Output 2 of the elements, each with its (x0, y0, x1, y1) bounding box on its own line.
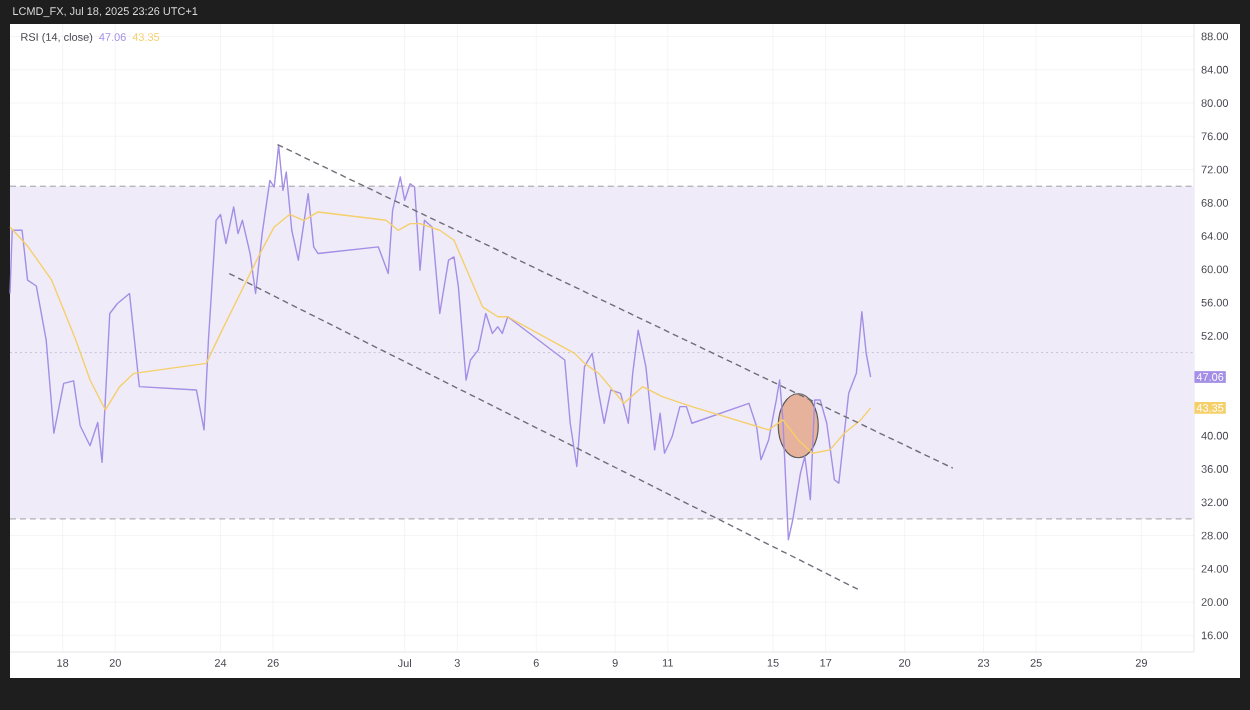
line-series (9, 144, 872, 541)
line-series (9, 211, 872, 454)
